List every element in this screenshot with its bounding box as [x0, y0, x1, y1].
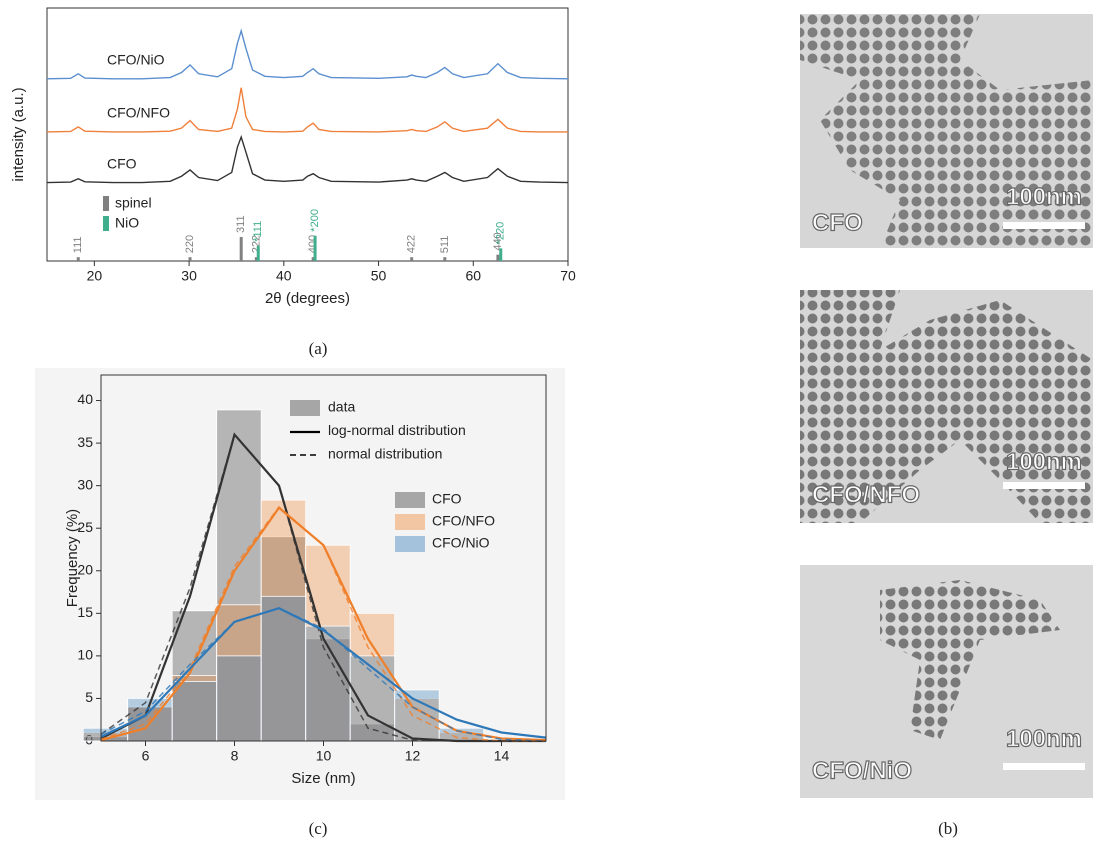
y-axis-label: Frequency (%)	[64, 509, 81, 607]
peak-label: *111	[252, 221, 264, 242]
lognormal-fit	[100, 607, 547, 739]
histogram-bar	[260, 499, 307, 742]
y-tick-label: 30	[77, 476, 93, 492]
x-tick-label: 20	[87, 268, 103, 284]
histogram-bar	[349, 612, 396, 742]
peak-label: 440	[492, 232, 504, 250]
series-label: CFO	[107, 155, 137, 171]
peak-label: 220	[184, 235, 196, 253]
legend-label: CFO	[432, 491, 462, 507]
legend-label: CFO/NFO	[432, 513, 495, 529]
legend-swatch	[103, 216, 109, 231]
peak-label: 422	[406, 235, 418, 253]
tem-image: 100nm CFO/NiO	[800, 565, 1093, 798]
histogram-bar	[216, 409, 262, 742]
normal-fit	[100, 607, 547, 742]
scale-label: 100nm	[1006, 448, 1082, 475]
x-tick-label: 14	[494, 748, 510, 764]
line-series	[46, 134, 569, 184]
caption: (c)	[309, 819, 328, 838]
legend-label: normal distribution	[328, 446, 442, 462]
x-tick-label: 30	[181, 268, 197, 284]
legend-label: data	[328, 399, 355, 415]
legend-label: CFO/NiO	[432, 535, 490, 551]
y-axis-label: intensity (a.u.)	[10, 87, 27, 181]
y-tick-label: 40	[77, 391, 93, 407]
scale-label: 100nm	[1006, 725, 1082, 752]
line-series	[46, 87, 568, 133]
x-tick-label: 60	[465, 268, 481, 284]
caption: (a)	[309, 339, 328, 358]
histogram-bar	[216, 655, 262, 742]
peak-label: 400	[307, 235, 319, 253]
line-series	[46, 28, 569, 80]
x-tick-label: 70	[560, 268, 576, 284]
histogram-bar	[171, 681, 218, 742]
x-tick-label: 40	[276, 268, 292, 284]
legend-label: log-normal distribution	[328, 422, 466, 438]
x-tick-label: 12	[405, 748, 421, 764]
x-tick-label: 50	[371, 268, 387, 284]
y-tick-label: 5	[85, 689, 93, 705]
series-label: CFO/NiO	[107, 52, 165, 68]
x-axis-label: 2θ (degrees)	[265, 290, 350, 307]
peak-label: 311	[235, 215, 247, 233]
tem-image: 100nm CFO	[800, 14, 1093, 248]
peak-label: *200	[309, 209, 321, 232]
y-tick-label: 25	[77, 519, 93, 535]
peak-label: 111	[72, 236, 84, 253]
legend-swatch	[395, 514, 425, 530]
image-label: CFO/NiO	[812, 757, 912, 784]
y-tick-label: 10	[77, 647, 93, 663]
legend-swatch	[395, 536, 425, 552]
legend-label: spinel	[115, 195, 152, 211]
x-tick-label: 10	[316, 748, 332, 764]
y-tick-label: 15	[77, 604, 93, 620]
legend-label: NiO	[115, 215, 139, 231]
image-label: CFO	[812, 209, 863, 236]
legend-swatch	[395, 492, 425, 508]
y-tick-label: 0	[85, 732, 93, 748]
plot-frame	[46, 7, 569, 262]
x-axis-label: Size (nm)	[291, 770, 355, 787]
x-tick-label: 8	[231, 748, 239, 764]
y-tick-label: 20	[77, 561, 93, 577]
scale-label: 100nm	[1006, 183, 1082, 210]
legend-swatch	[103, 196, 109, 211]
tem-image: 100nm CFO/NFO	[800, 290, 1093, 523]
x-tick-label: 6	[142, 748, 150, 764]
y-tick-label: 35	[77, 434, 93, 450]
peak-label: *220	[495, 222, 507, 245]
legend-swatch	[290, 400, 320, 416]
series-label: CFO/NFO	[107, 105, 170, 121]
image-label: CFO/NFO	[812, 481, 920, 508]
caption: (b)	[938, 819, 958, 838]
histogram-bar	[260, 536, 307, 742]
peak-label: 511	[439, 236, 451, 254]
histogram-bar	[305, 544, 351, 742]
